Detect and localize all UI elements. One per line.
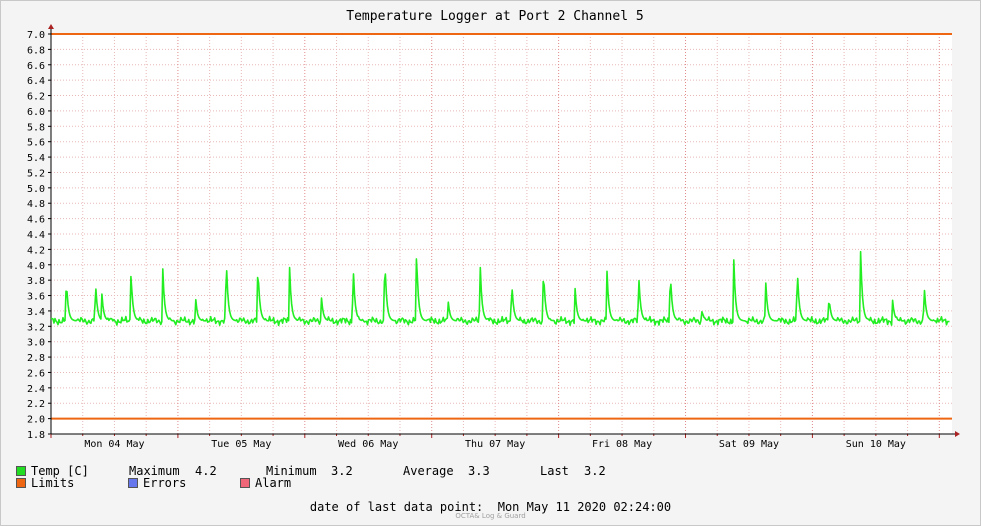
y-tick-label: 2.2	[27, 399, 45, 410]
y-tick-label: 5.8	[27, 122, 45, 133]
y-tick-label: 3.8	[27, 276, 45, 287]
x-tick-label: Fri 08 May	[592, 439, 652, 450]
chart-title: Temperature Logger at Port 2 Channel 5	[346, 9, 643, 24]
credit-text: OCTA& Log & Guard	[455, 512, 526, 520]
y-tick-label: 3.2	[27, 322, 45, 333]
x-tick-label: Thu 07 May	[465, 439, 525, 450]
x-tick-label: Mon 04 May	[84, 439, 144, 450]
y-tick-label: 5.6	[27, 138, 45, 149]
x-tick-label: Sat 09 May	[719, 439, 779, 450]
y-tick-label: 2.0	[27, 415, 45, 426]
y-tick-label: 6.6	[27, 61, 45, 72]
last-data-point-value: Mon May 11 2020 02:24:00	[497, 500, 672, 514]
y-tick-label: 3.4	[27, 307, 45, 318]
y-tick-label: 2.8	[27, 353, 45, 364]
y-tick-label: 3.0	[27, 338, 45, 349]
last-data-point: date of last data point: Mon May 11 2020…	[1, 500, 980, 514]
x-axis-arrow-icon	[955, 431, 960, 437]
y-tick-label: 1.8	[27, 430, 45, 441]
temp-series-line	[50, 250, 950, 327]
y-tick-label: 6.2	[27, 92, 45, 103]
y-tick-label: 4.6	[27, 215, 45, 226]
y-tick-label: 4.0	[27, 261, 45, 272]
x-tick-label: Wed 06 May	[338, 439, 398, 450]
y-tick-label: 2.6	[27, 368, 45, 379]
x-tick-label: Tue 05 May	[211, 439, 271, 450]
y-axis-arrow-icon	[48, 24, 54, 29]
y-tick-label: 2.4	[27, 384, 45, 395]
y-tick-label: 6.0	[27, 107, 45, 118]
y-tick-label: 5.4	[27, 153, 45, 164]
x-tick-label: Sun 10 May	[846, 439, 906, 450]
last-data-point-label: date of last data point:	[309, 500, 484, 514]
y-tick-label: 3.6	[27, 292, 45, 303]
y-tick-label: 4.4	[27, 230, 45, 241]
y-tick-label: 6.4	[27, 76, 45, 87]
y-tick-label: 5.0	[27, 184, 45, 195]
y-tick-label: 6.8	[27, 45, 45, 56]
y-tick-label: 7.0	[27, 30, 45, 41]
y-tick-label: 4.2	[27, 245, 45, 256]
y-tick-label: 5.2	[27, 168, 45, 179]
y-tick-label: 4.8	[27, 199, 45, 210]
